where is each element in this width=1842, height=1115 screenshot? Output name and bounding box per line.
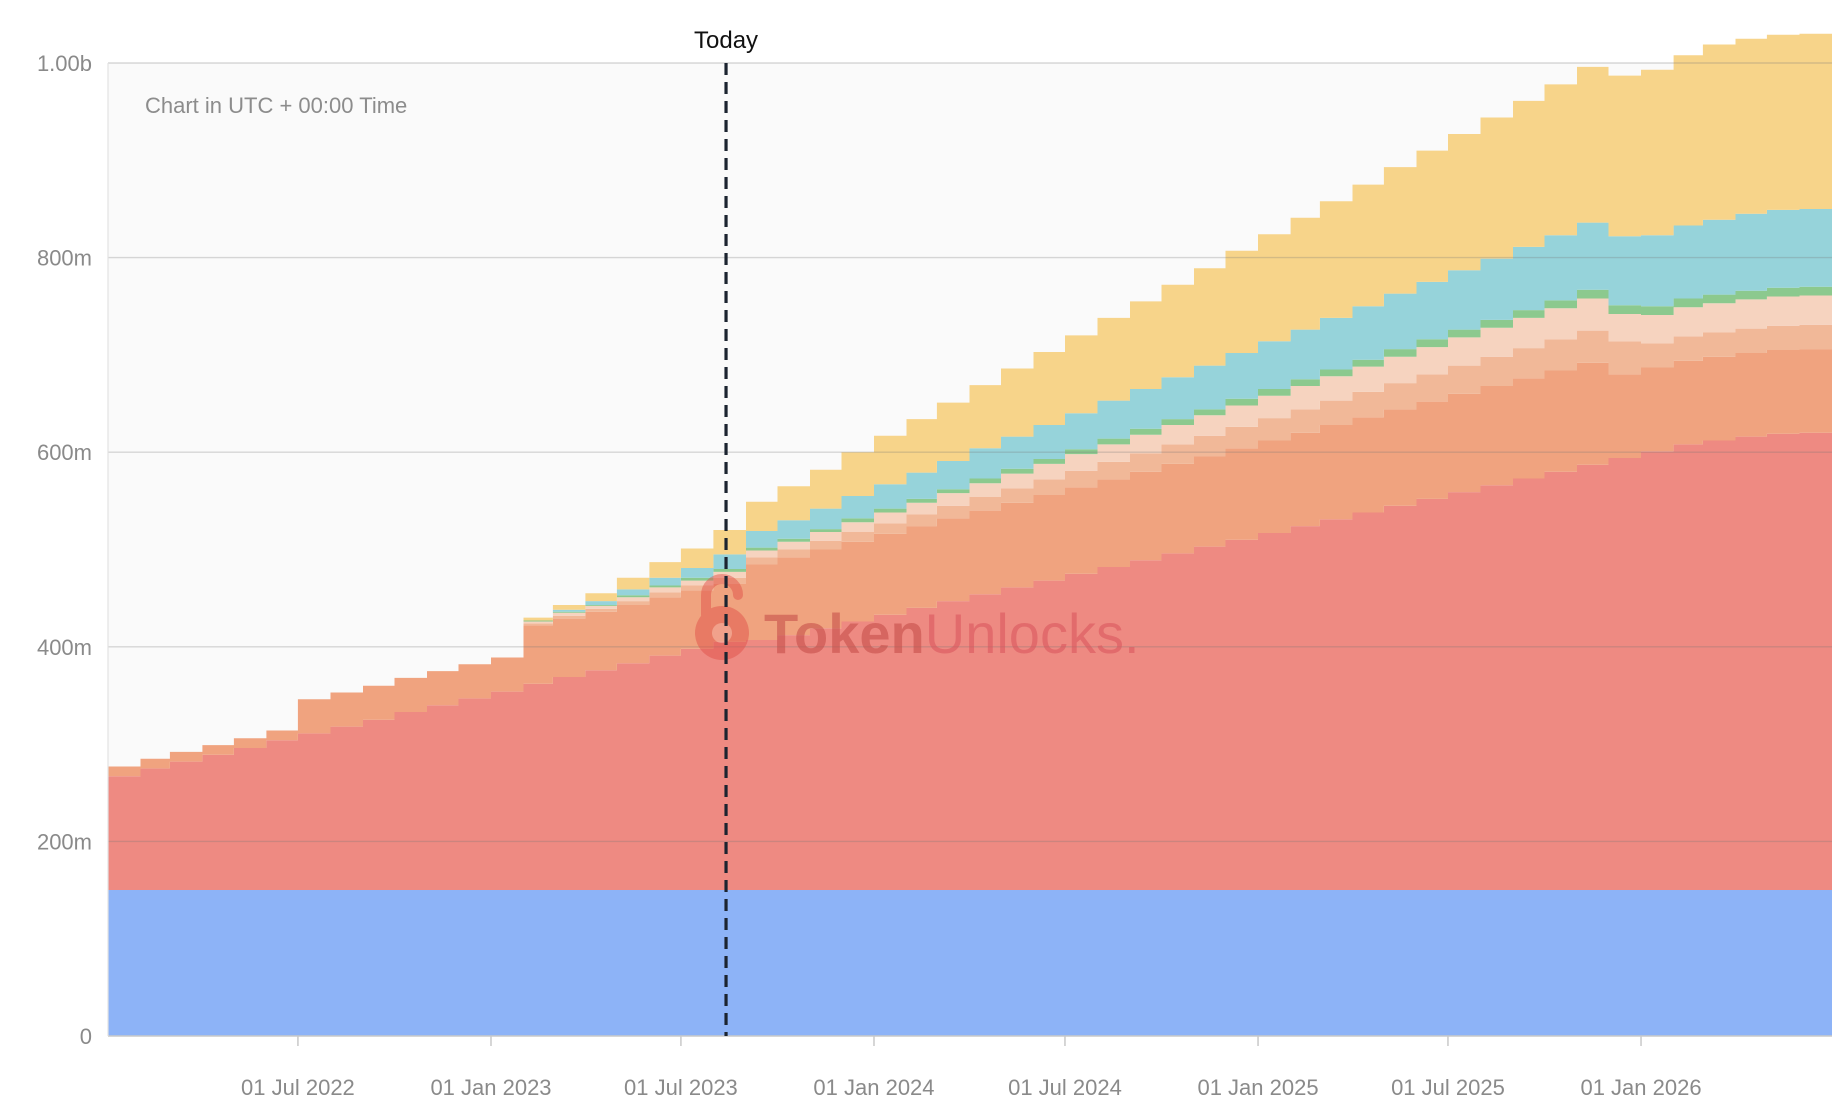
x-tick-label: 01 Jan 2023 — [430, 1075, 551, 1100]
y-tick-label: 800m — [37, 246, 92, 271]
y-tick-label: 600m — [37, 440, 92, 465]
watermark-brand-a: Token — [764, 602, 925, 665]
timezone-note: Chart in UTC + 00:00 Time — [145, 93, 407, 118]
x-tick-label: 01 Jul 2024 — [1008, 1075, 1122, 1100]
watermark-text: TokenUnlocks. — [764, 602, 1140, 665]
y-tick-label: 200m — [37, 829, 92, 854]
x-tick-label: 01 Jul 2022 — [241, 1075, 355, 1100]
watermark-brand-b: Unlocks. — [925, 602, 1140, 665]
series-area-7 — [108, 209, 1832, 767]
stacked-series — [108, 33, 1832, 1036]
y-tick-label: 0 — [80, 1024, 92, 1049]
axes — [107, 62, 1832, 1037]
y-tick-label: 1.00b — [37, 51, 92, 76]
x-tick-label: 01 Jul 2025 — [1391, 1075, 1505, 1100]
series-area-8 — [108, 33, 1832, 767]
x-tick-label: 01 Jan 2024 — [813, 1075, 934, 1100]
series-area-1 — [108, 890, 1832, 1036]
x-tick-label: 01 Jan 2025 — [1197, 1075, 1318, 1100]
series-area-2 — [108, 432, 1832, 890]
x-tick-label: 01 Jan 2026 — [1580, 1075, 1701, 1100]
lock-icon — [695, 574, 749, 660]
lock-shackle — [701, 574, 743, 620]
x-tick-label: 01 Jul 2023 — [624, 1075, 738, 1100]
series-area-5 — [108, 295, 1832, 767]
x-axis-tick-labels: 01 Jul 2022 01 Jan 2023 01 Jul 2023 01 Jan … — [241, 1036, 1702, 1100]
watermark: TokenUnlocks. — [695, 574, 1140, 665]
lock-body — [695, 606, 749, 660]
lock-keyhole — [712, 623, 732, 643]
series-area-3 — [108, 349, 1832, 777]
y-axis-tick-labels: 0 200m 400m 600m 800m 1.00b — [37, 51, 92, 1049]
today-label: Today — [694, 27, 758, 54]
y-tick-label: 400m — [37, 635, 92, 660]
